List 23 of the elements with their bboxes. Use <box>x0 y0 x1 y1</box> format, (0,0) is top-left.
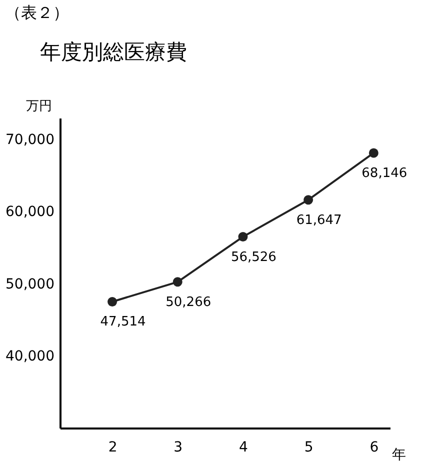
x-tick-label: 3 <box>174 440 183 456</box>
point <box>108 297 118 306</box>
chart-title: 年度別総医療費 <box>40 40 187 64</box>
point <box>368 148 378 158</box>
data-label: 68,146 <box>362 166 408 181</box>
x-tick-label: 6 <box>370 440 379 456</box>
x-axis-title: 年 <box>392 447 406 463</box>
point <box>172 277 182 287</box>
text: （表２） <box>5 3 69 22</box>
data-label: 50,266 <box>166 294 212 310</box>
point <box>304 195 314 205</box>
data-label: 61,647 <box>296 212 342 228</box>
y-tick-label: 70,000 <box>6 132 54 148</box>
point <box>238 232 248 242</box>
x-tick-label: 2 <box>108 440 118 456</box>
data-label: 47,514 <box>100 314 146 330</box>
y-tick-label: 60,000 <box>6 204 54 220</box>
y-tick-label: 50,000 <box>6 276 54 292</box>
x-tick-label: 4 <box>239 440 248 456</box>
y-axis-title: 万円 <box>26 99 52 114</box>
data-label: 56,526 <box>230 250 276 265</box>
y-tick-label: 40,000 <box>6 348 54 364</box>
x-tick-label: 5 <box>304 440 314 456</box>
